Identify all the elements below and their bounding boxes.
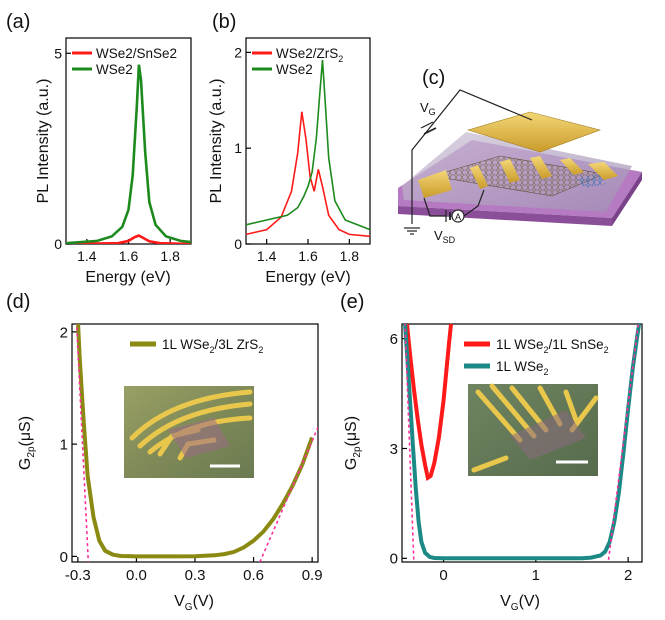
panel-d-y-label: G2p(μS) (17, 416, 37, 470)
panel-e-series-wse2 (403, 324, 642, 561)
panel-a-ytick-label: 5 (54, 45, 62, 61)
panel-a-xtick-label: 1.4 (77, 248, 97, 264)
substrate-side (398, 206, 612, 226)
top-gate-electrode (466, 111, 602, 153)
panel-e-xtick-label: 1 (532, 567, 540, 584)
panel-a-series-wse2 (66, 64, 191, 244)
panel-a-x-label: Energy (eV) (85, 269, 170, 286)
panel-d-ticks: -0.3 0.0 0.3 0.6 0.9 0 1 2 (60, 324, 323, 584)
panel-d-xtick-label: 0.9 (302, 567, 323, 584)
panel-d-clip-group (75, 324, 318, 562)
panel-e-legend-label-2: 1L WSe2 (496, 359, 549, 377)
panel-e-x-label: VG(V) (500, 593, 540, 613)
panel-d-fit-line-left (75, 324, 90, 562)
panel-b-xtick-label: 1.6 (298, 248, 318, 264)
panel-a-clip-group (66, 64, 191, 244)
panel-b-ticks: 1.4 1.6 1.8 0 1 2 (234, 44, 359, 264)
panel-b-series-wse2-zrs2 (246, 111, 370, 238)
panel-b-ytick-label: 2 (234, 44, 242, 60)
finger-electrode-4 (560, 158, 584, 175)
panel-e-legend-label-1: 1L WSe2/1L SnSe2 (496, 337, 609, 355)
sd-wire-left (423, 197, 446, 217)
inset-e-lead-7 (471, 455, 509, 473)
panel-a-xtick-label: 1.6 (119, 248, 139, 264)
panel-e-frame (401, 323, 643, 563)
gate-battery-plate-2 (423, 127, 437, 135)
panel-c-letter: (c) (422, 67, 445, 89)
panel-b: (b) 1.4 1.6 1.8 0 1 2 WSe2/ZrS2 WSe2 Energy (… (208, 11, 371, 286)
panel-e: (e) 0 1 2 0 3 6 1L WSe2/1L SnSe2 1L WSe2 VG(V… (340, 291, 643, 613)
source-electrode (418, 170, 452, 198)
panel-a-ytick-label: 0 (54, 236, 62, 252)
panel-e-ytick-label: 0 (390, 551, 398, 568)
panel-b-y-label: PL Intensity (a.u.) (208, 79, 225, 204)
panel-e-series-wse2-snse2 (404, 324, 454, 482)
drain-electrode (588, 162, 618, 180)
panel-a-letter: (a) (6, 11, 30, 33)
panel-b-clip-group (246, 59, 370, 238)
panel-b-ytick-label: 0 (234, 236, 242, 252)
panel-d-xtick-label: 0.0 (126, 567, 147, 584)
panel-b-legend-label-1: WSe2/ZrS2 (276, 46, 343, 64)
panel-a-legend-label-1: WSe2/SnSe2 (96, 46, 177, 61)
finger-electrode-2 (500, 159, 520, 183)
panel-b-series-wse2 (246, 59, 370, 231)
panel-e-xtick-label: 2 (624, 567, 632, 584)
panel-e-inset-flake (510, 410, 586, 460)
gate-battery-plate-1 (420, 121, 434, 129)
panel-e-y-label: G2p(μS) (343, 416, 363, 470)
panel-a: (a) 1.4 1.6 1.8 0 5 WSe2/SnSe2 WSe2 Energy (… (6, 11, 192, 286)
panel-e-xtick-label: 0 (439, 567, 447, 584)
vsd-label: VSD (434, 228, 456, 245)
inset-e-lead-2 (489, 383, 537, 439)
panel-d-xtick-label: 0.6 (243, 567, 264, 584)
finger-electrode-1 (470, 165, 488, 189)
panel-b-xtick-label: 1.4 (257, 248, 277, 264)
panel-a-ticks: 1.4 1.6 1.8 0 5 (54, 45, 180, 264)
tmd-flake-blue (576, 174, 606, 188)
panel-b-letter: (b) (212, 11, 236, 33)
panel-d-xtick-label: -0.3 (65, 567, 91, 584)
gate-wire (411, 89, 533, 224)
inset-d-lead-1 (129, 389, 253, 441)
vg-label: VG (420, 100, 436, 117)
finger-electrode-3 (530, 156, 552, 179)
panel-d-ytick-label: 1 (60, 437, 68, 454)
inset-e-lead-1 (475, 389, 523, 443)
panel-e-clip-group (403, 324, 642, 562)
panel-a-legend-label-2: WSe2 (96, 62, 133, 77)
panel-d-fit-line-right (259, 426, 318, 562)
inset-e-lead-5 (563, 389, 579, 423)
substrate-side-right (612, 172, 642, 226)
sd-wire-right (463, 189, 485, 217)
panel-a-series-wse2-snse2 (66, 234, 191, 244)
panel-d-letter: (d) (6, 291, 30, 313)
panel-e-ytick-label: 6 (390, 331, 398, 348)
panel-d-ytick-label: 0 (60, 549, 68, 566)
panel-e-ytick-label: 3 (390, 441, 398, 458)
panel-b-xtick-label: 1.8 (340, 248, 360, 264)
panel-b-legend-label-2: WSe2 (276, 62, 313, 77)
panel-d-x-label: VG(V) (174, 593, 214, 613)
panel-c-device-schematic: (c) VG A VSD (398, 67, 642, 245)
panel-a-y-label: PL Intensity (a.u.) (35, 79, 52, 204)
panel-d-ytick-label: 2 (60, 324, 68, 341)
panel-d-xtick-label: 0.3 (185, 567, 206, 584)
panel-d-series-curve (76, 324, 314, 559)
panel-e-letter: (e) (340, 291, 364, 313)
panel-b-ytick-label: 1 (234, 140, 242, 156)
ammeter-label: A (455, 212, 461, 222)
panel-b-x-label: Energy (eV) (265, 269, 350, 286)
panel-a-xtick-label: 1.8 (160, 248, 180, 264)
inset-d-lead-2 (137, 401, 253, 449)
panel-d-inset-flake (168, 418, 230, 458)
panel-d-legend-label: 1L WSe2/3L ZrS2 (162, 337, 263, 355)
